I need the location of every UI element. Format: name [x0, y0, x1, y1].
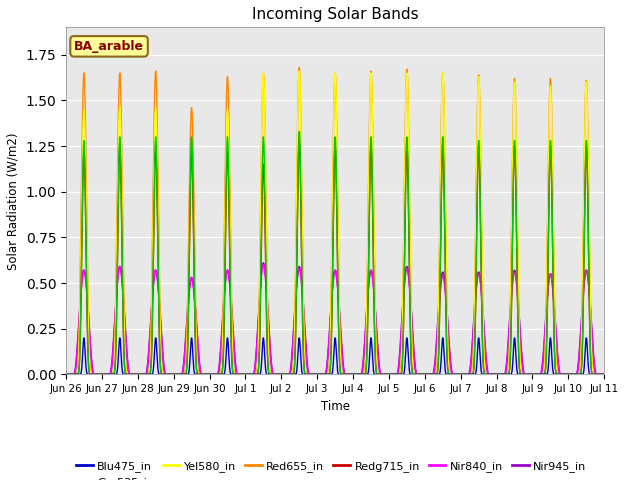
Redg715_in	[600, 372, 608, 377]
X-axis label: Time: Time	[321, 400, 349, 413]
Red655_in	[410, 368, 417, 373]
Redg715_in	[62, 372, 70, 377]
Y-axis label: Solar Radiation (W/m2): Solar Radiation (W/m2)	[7, 132, 20, 270]
Blu475_in	[598, 372, 606, 377]
Yel580_in	[172, 372, 179, 377]
Text: BA_arable: BA_arable	[74, 40, 144, 53]
Grn535_in	[264, 349, 271, 355]
Nir840_in	[62, 372, 70, 377]
Nir840_in	[172, 372, 179, 377]
Nir945_in	[177, 372, 185, 377]
Yel580_in	[410, 370, 417, 375]
Nir945_in	[600, 372, 608, 377]
Yel580_in	[598, 372, 606, 377]
Line: Grn535_in: Grn535_in	[66, 132, 604, 374]
Red655_in	[296, 65, 303, 71]
Yel580_in	[264, 306, 271, 312]
Red655_in	[177, 372, 185, 377]
Red655_in	[486, 372, 493, 377]
Line: Nir945_in: Nir945_in	[66, 263, 604, 374]
Nir840_in	[260, 262, 268, 268]
Nir840_in	[177, 372, 185, 377]
Blu475_in	[62, 372, 70, 377]
Grn535_in	[296, 129, 303, 134]
Line: Nir840_in: Nir840_in	[66, 265, 604, 374]
Red655_in	[600, 372, 608, 377]
Nir840_in	[598, 372, 606, 377]
Nir945_in	[598, 372, 606, 377]
Grn535_in	[62, 372, 70, 377]
Nir945_in	[62, 372, 70, 377]
Red655_in	[598, 372, 606, 377]
Yel580_in	[62, 372, 70, 377]
Grn535_in	[410, 372, 417, 377]
Redg715_in	[410, 372, 417, 377]
Red655_in	[264, 296, 271, 301]
Nir945_in	[410, 341, 417, 347]
Blu475_in	[486, 372, 493, 377]
Grn535_in	[600, 372, 608, 377]
Nir945_in	[260, 260, 268, 266]
Redg715_in	[264, 352, 271, 358]
Nir945_in	[486, 372, 493, 377]
Grn535_in	[598, 372, 606, 377]
Nir840_in	[600, 372, 608, 377]
Nir945_in	[172, 372, 179, 377]
Yel580_in	[296, 68, 303, 74]
Redg715_in	[296, 138, 303, 144]
Yel580_in	[177, 372, 185, 377]
Nir945_in	[264, 301, 271, 307]
Title: Incoming Solar Bands: Incoming Solar Bands	[252, 7, 419, 22]
Blu475_in	[172, 372, 179, 377]
Line: Yel580_in: Yel580_in	[66, 71, 604, 374]
Blu475_in	[264, 372, 271, 377]
Grn535_in	[486, 372, 493, 377]
Blu475_in	[600, 372, 608, 377]
Blu475_in	[177, 372, 185, 377]
Legend: Blu475_in, Grn535_in, Yel580_in, Red655_in, Redg715_in, Nir840_in, Nir945_in: Blu475_in, Grn535_in, Yel580_in, Red655_…	[72, 456, 591, 480]
Yel580_in	[600, 372, 608, 377]
Nir840_in	[486, 372, 493, 377]
Yel580_in	[486, 372, 493, 377]
Redg715_in	[172, 372, 179, 377]
Redg715_in	[598, 372, 606, 377]
Redg715_in	[177, 372, 185, 377]
Nir840_in	[264, 305, 271, 311]
Blu475_in	[80, 335, 88, 341]
Nir840_in	[410, 345, 417, 350]
Line: Red655_in: Red655_in	[66, 68, 604, 374]
Grn535_in	[172, 372, 179, 377]
Red655_in	[172, 372, 179, 377]
Grn535_in	[177, 372, 185, 377]
Line: Blu475_in: Blu475_in	[66, 338, 604, 374]
Blu475_in	[410, 372, 417, 377]
Line: Redg715_in: Redg715_in	[66, 141, 604, 374]
Red655_in	[62, 372, 70, 377]
Redg715_in	[486, 372, 493, 377]
